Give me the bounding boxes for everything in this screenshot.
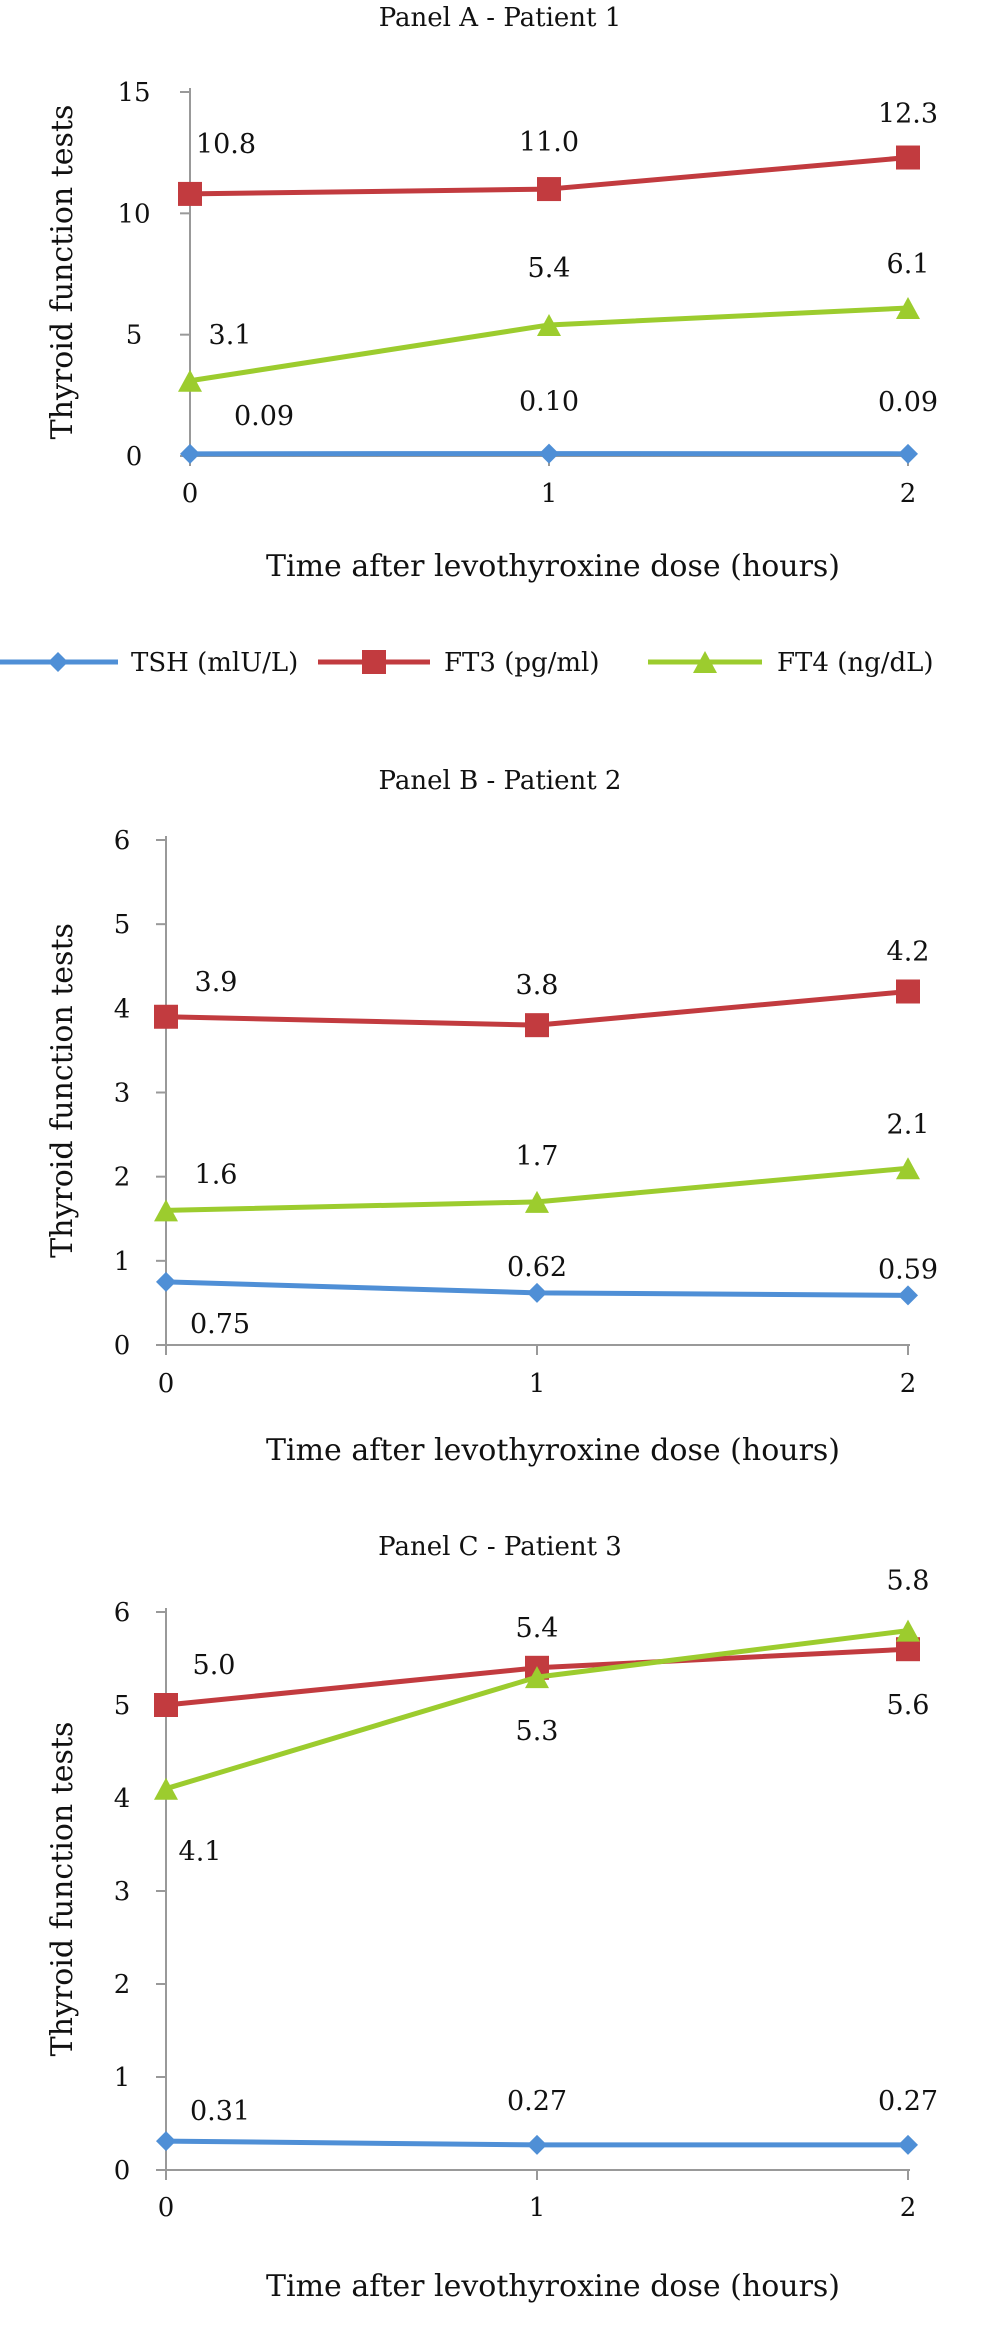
data-point-ft3	[525, 1013, 549, 1037]
y-axis-title: Thyroid function tests	[45, 105, 80, 440]
data-label-ft3: 4.2	[887, 937, 930, 968]
data-label-tsh: 0.31	[190, 2096, 250, 2127]
legend-label: TSH (mlU/L)	[131, 648, 298, 678]
data-label-tsh: 0.27	[878, 2086, 938, 2117]
data-label-tsh: 0.09	[234, 401, 294, 432]
chart-title: Panel B - Patient 2	[379, 766, 622, 796]
data-label-ft3: 3.8	[516, 970, 559, 1001]
data-point-tsh	[156, 1272, 176, 1292]
legend-item-ft4: FT4 (ng/dL)	[648, 648, 934, 678]
data-label-ft4: 1.6	[195, 1159, 238, 1190]
data-label-ft4: 3.1	[209, 320, 252, 351]
data-label-ft4: 5.3	[516, 1716, 559, 1747]
data-label-ft3: 5.4	[516, 1613, 559, 1644]
x-axis-title: Time after levothyroxine dose (hours)	[266, 1433, 840, 1468]
panel-b: Panel B - Patient 2 0 1 2 3 4 5 6 0 1 2 Time after …	[45, 766, 938, 1468]
y-tick-label: 0	[114, 1331, 131, 1361]
data-label-ft3: 3.9	[195, 967, 238, 998]
y-tick-label: 3	[114, 1079, 131, 1109]
data-label-ft4: 5.4	[528, 253, 571, 284]
data-label-ft3: 10.8	[196, 129, 256, 160]
data-point-tsh	[180, 444, 200, 464]
y-tick-label: 4	[114, 994, 131, 1024]
y-tick-label: 1	[114, 1247, 131, 1277]
legend-marker-tsh	[48, 652, 68, 672]
x-tick-label: 2	[900, 479, 917, 509]
chart-title: Panel A - Patient 1	[379, 3, 622, 33]
data-label-tsh: 0.59	[878, 1254, 938, 1285]
data-point-tsh	[898, 2135, 918, 2155]
y-tick-label: 5	[114, 910, 131, 940]
y-tick-label: 2	[114, 1163, 131, 1193]
x-axis-title: Time after levothyroxine dose (hours)	[266, 2269, 840, 2304]
y-axis-title: Thyroid function tests	[45, 923, 80, 1258]
data-point-ft3	[178, 182, 202, 206]
panel-c: Panel C - Patient 3 0 1 2 3 4 5 6 0 1 2 Time after …	[45, 1532, 938, 2304]
data-label-tsh: 0.09	[878, 387, 938, 418]
chart-title: Panel C - Patient 3	[378, 1532, 622, 1562]
y-axis-title: Thyroid function tests	[45, 1722, 80, 2057]
data-label-tsh: 0.10	[519, 387, 579, 418]
x-tick-label: 1	[529, 2193, 546, 2223]
x-tick-label: 0	[158, 1369, 175, 1399]
data-point-tsh	[527, 2135, 547, 2155]
legend-item-ft3: FT3 (pg/ml)	[318, 648, 600, 678]
data-label-ft4: 6.1	[887, 249, 930, 280]
x-tick-label: 1	[529, 1369, 546, 1399]
y-tick-label: 4	[114, 1784, 131, 1814]
x-tick-label: 2	[900, 2193, 917, 2223]
data-label-ft3: 5.0	[193, 1650, 236, 1681]
data-point-ft3	[154, 1005, 178, 1029]
y-tick-label: 0	[126, 442, 143, 472]
data-point-tsh	[527, 1283, 547, 1303]
y-tick-label: 5	[114, 1691, 131, 1721]
y-tick-label: 3	[114, 1877, 131, 1907]
x-tick-label: 1	[541, 479, 558, 509]
data-label-tsh: 0.27	[507, 2086, 567, 2117]
data-point-tsh	[156, 2131, 176, 2151]
data-point-ft3	[896, 146, 920, 170]
data-point-ft3	[537, 177, 561, 201]
data-label-ft4: 5.8	[887, 1566, 930, 1597]
legend-item-tsh: TSH (mlU/L)	[0, 648, 298, 678]
data-label-ft4: 2.1	[887, 1109, 930, 1140]
data-point-tsh	[898, 444, 918, 464]
data-label-ft4: 4.1	[179, 1837, 222, 1868]
data-label-tsh: 0.75	[190, 1309, 250, 1340]
x-tick-label: 0	[158, 2193, 175, 2223]
y-tick-label: 6	[114, 826, 131, 856]
data-label-ft3: 11.0	[519, 127, 579, 158]
legend-label: FT3 (pg/ml)	[444, 648, 600, 678]
x-tick-label: 2	[900, 1369, 917, 1399]
legend-marker-ft3	[362, 650, 386, 674]
y-tick-label: 15	[117, 78, 150, 108]
y-tick-label: 1	[114, 2063, 131, 2093]
data-label-ft4: 1.7	[516, 1141, 559, 1172]
x-tick-label: 0	[182, 479, 199, 509]
y-tick-label: 5	[126, 321, 143, 351]
y-tick-label: 0	[114, 2156, 131, 2186]
data-label-ft3: 12.3	[878, 99, 938, 130]
y-tick-label: 2	[114, 1970, 131, 2000]
data-point-ft3	[154, 1693, 178, 1717]
data-point-tsh	[898, 1285, 918, 1305]
data-label-tsh: 0.62	[507, 1252, 567, 1283]
data-point-tsh	[539, 444, 559, 464]
y-tick-label: 6	[114, 1598, 131, 1628]
x-axis-title: Time after levothyroxine dose (hours)	[266, 549, 840, 584]
panel-a: Panel A - Patient 1 0 5 10 15 0 1 2 Time after l…	[45, 3, 938, 584]
legend-label: FT4 (ng/dL)	[777, 648, 934, 678]
legend: TSH (mlU/L) FT3 (pg/ml) FT4 (ng/dL)	[0, 648, 934, 678]
data-label-ft3: 5.6	[887, 1690, 930, 1721]
y-tick-label: 10	[117, 199, 150, 229]
data-point-ft3	[896, 980, 920, 1004]
